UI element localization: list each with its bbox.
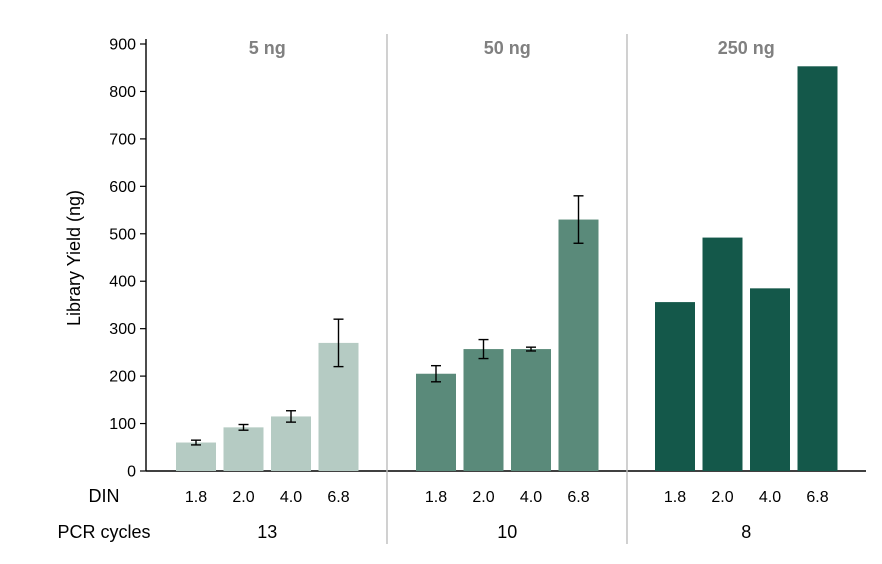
din-tick-label: 4.0 [759, 489, 781, 506]
din-tick-label: 6.8 [327, 489, 349, 506]
pcr-cycles-value: 10 [497, 522, 517, 542]
pcr-cycles-value: 13 [257, 522, 277, 542]
din-row-label: DIN [89, 486, 120, 506]
din-tick-label: 2.0 [472, 489, 494, 506]
y-tick-label: 100 [109, 416, 136, 433]
din-tick-label: 2.0 [232, 489, 254, 506]
y-tick-label: 900 [109, 37, 136, 54]
panel-title: 250 ng [718, 38, 775, 58]
bar [176, 442, 216, 471]
y-tick-label: 500 [109, 226, 136, 243]
din-tick-label: 1.8 [185, 489, 207, 506]
din-tick-label: 4.0 [520, 489, 542, 506]
bar [223, 427, 264, 471]
din-tick-label: 1.8 [664, 489, 686, 506]
din-tick-label: 6.8 [806, 489, 828, 506]
bar [511, 349, 551, 471]
y-tick-label: 200 [109, 369, 136, 386]
bar [463, 349, 504, 471]
bar [702, 237, 743, 471]
y-tick-label: 0 [127, 464, 136, 481]
pcr-row-label: PCR cycles [57, 522, 150, 542]
y-tick-label: 300 [109, 321, 136, 338]
y-tick-label: 400 [109, 274, 136, 291]
bar [558, 219, 599, 471]
bar [271, 416, 311, 471]
panel-title: 50 ng [484, 38, 531, 58]
din-tick-label: 4.0 [280, 489, 302, 506]
panel-title: 5 ng [249, 38, 286, 58]
bar [655, 302, 695, 471]
y-axis-title: Library Yield (ng) [64, 190, 84, 326]
y-tick-label: 700 [109, 131, 136, 148]
bar [416, 373, 456, 471]
pcr-cycles-value: 8 [741, 522, 751, 542]
bar [750, 288, 790, 471]
din-tick-label: 1.8 [425, 489, 447, 506]
bar [797, 66, 838, 471]
y-tick-label: 800 [109, 84, 136, 101]
din-tick-label: 2.0 [711, 489, 733, 506]
y-tick-label: 600 [109, 179, 136, 196]
din-tick-label: 6.8 [567, 489, 589, 506]
